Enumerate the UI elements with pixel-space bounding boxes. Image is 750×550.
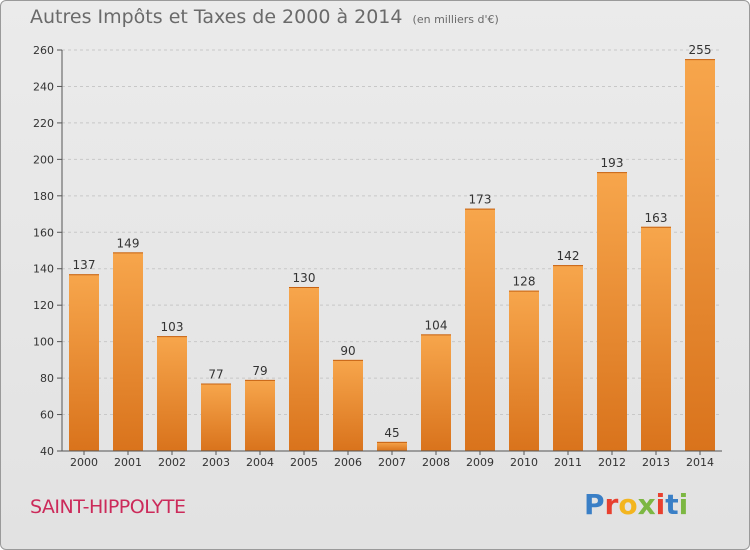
y-tick-label: 60	[40, 409, 54, 422]
data-label: 45	[384, 426, 399, 440]
axes: 40 60 80 100 120 140 160 180 200 220 240 260 2000 200…	[33, 44, 722, 469]
title-text: Autres Impôts et Taxes de 2000 à 2014	[30, 6, 403, 28]
y-tick-label: 260	[33, 44, 54, 57]
proxiti-logo: Proxiti	[584, 488, 688, 521]
bar	[465, 208, 495, 451]
data-label: 103	[161, 320, 184, 334]
data-label: 128	[513, 275, 536, 289]
logo-letter: t	[665, 488, 679, 521]
bar	[157, 336, 187, 451]
y-tick-label: 80	[40, 372, 54, 385]
x-tick-label: 2011	[554, 456, 582, 469]
bars: 137 149 103 77 79 130 90 45 104 173 128 142 193 163 25…	[69, 43, 715, 451]
data-label: 104	[425, 318, 448, 332]
bar	[113, 252, 143, 451]
chart-title: Autres Impôts et Taxes de 2000 à 2014 (e…	[30, 6, 499, 28]
x-tick-label: 2008	[422, 456, 450, 469]
data-label: 142	[557, 249, 580, 263]
data-label: 137	[73, 258, 96, 272]
bar	[245, 379, 275, 451]
bar	[69, 274, 99, 451]
y-tick-label: 200	[33, 153, 54, 166]
x-tick-label: 2006	[334, 456, 362, 469]
bar	[289, 286, 319, 451]
bar	[333, 359, 363, 451]
x-tick-label: 2001	[114, 456, 142, 469]
data-label: 77	[208, 368, 223, 382]
x-tick-label: 2000	[70, 456, 98, 469]
logo-letter: P	[584, 488, 605, 521]
x-tick-label: 2003	[202, 456, 230, 469]
logo-letter: i	[655, 488, 666, 521]
logo-letter: i	[678, 488, 689, 521]
bar	[597, 172, 627, 451]
x-tick-label: 2005	[290, 456, 318, 469]
y-tick-label: 220	[33, 117, 54, 130]
y-tick-label: 160	[33, 226, 54, 239]
logo-letter: o	[618, 488, 638, 521]
x-tick-label: 2009	[466, 456, 494, 469]
x-tick-label: 2002	[158, 456, 186, 469]
x-tick-label: 2010	[510, 456, 538, 469]
data-label: 193	[601, 156, 624, 170]
bar	[421, 334, 451, 451]
x-tick-label: 2007	[378, 456, 406, 469]
logo-letter: r	[604, 488, 619, 521]
bar	[509, 290, 539, 451]
x-tick-label: 2013	[642, 456, 670, 469]
data-label: 163	[645, 211, 668, 225]
data-label: 130	[293, 271, 316, 285]
city-name: SAINT-HIPPOLYTE	[30, 496, 186, 518]
bar	[201, 383, 231, 451]
y-tick-label: 120	[33, 299, 54, 312]
bar	[377, 441, 407, 451]
bar	[685, 59, 715, 451]
y-tick-label: 140	[33, 263, 54, 276]
logo-letter: x	[637, 488, 656, 521]
data-label: 149	[117, 236, 140, 250]
y-tick-label: 240	[33, 80, 54, 93]
x-tick-label: 2012	[598, 456, 626, 469]
y-tick-label: 180	[33, 190, 54, 203]
x-tick-label: 2014	[686, 456, 714, 469]
y-tick-label: 40	[40, 445, 54, 458]
data-label: 173	[469, 193, 492, 207]
title-unit: (en milliers d'€)	[412, 13, 499, 26]
bar	[641, 226, 671, 451]
y-tick-label: 100	[33, 336, 54, 349]
x-tick-label: 2004	[246, 456, 274, 469]
data-label: 79	[252, 364, 267, 378]
bar	[553, 265, 583, 451]
data-label: 90	[340, 344, 355, 358]
data-label: 255	[689, 43, 712, 57]
